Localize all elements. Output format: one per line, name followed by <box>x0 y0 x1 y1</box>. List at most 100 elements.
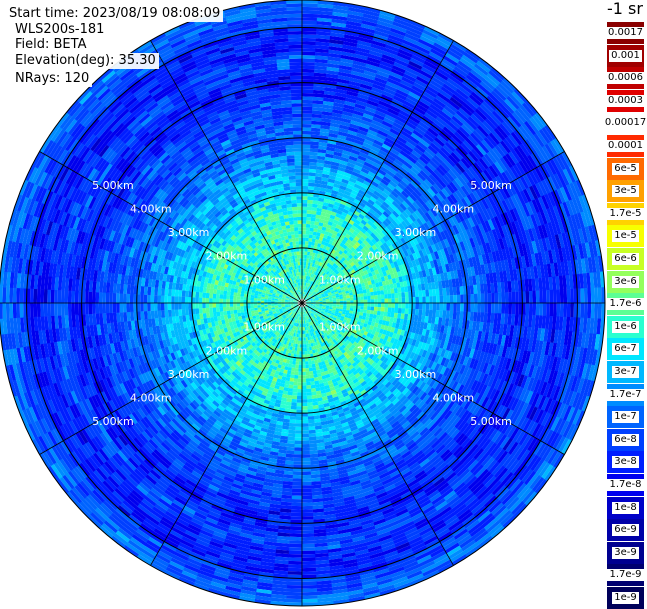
beta-cell <box>288 235 292 239</box>
beta-cell <box>405 297 409 303</box>
beta-cell <box>440 296 444 304</box>
beta-cell <box>297 389 302 393</box>
beta-cell <box>287 437 295 441</box>
beta-cell <box>289 221 294 225</box>
beta-cell <box>388 303 392 308</box>
beta-cell <box>374 303 378 307</box>
beta-cell <box>237 300 241 303</box>
beta-cell <box>297 386 302 390</box>
beta-cell <box>295 172 302 176</box>
beta-cell <box>398 308 402 313</box>
beta-cell <box>350 303 354 306</box>
beta-cell <box>313 370 317 374</box>
beta-cell <box>164 310 168 318</box>
beta-cell <box>312 200 318 204</box>
beta-cell <box>291 402 297 406</box>
beta-cell <box>380 311 384 316</box>
beta-cell <box>307 402 313 406</box>
beta-cell <box>203 287 207 293</box>
beta-cell <box>432 310 436 317</box>
beta-cell <box>302 186 308 190</box>
beta-cell <box>363 289 367 293</box>
beta-cell <box>254 305 258 308</box>
beta-cell <box>295 368 299 372</box>
beta-cell <box>237 296 241 300</box>
beta-cell <box>302 399 307 403</box>
beta-cell <box>240 309 244 313</box>
beta-cell <box>199 303 203 309</box>
beta-cell <box>394 288 398 293</box>
beta-cell <box>295 165 302 169</box>
beta-cell <box>168 310 172 317</box>
beta-cell <box>419 297 423 303</box>
beta-cell <box>223 311 227 316</box>
beta-cell <box>292 207 297 211</box>
beta-cell <box>309 437 317 441</box>
beta-cell <box>305 365 309 369</box>
beta-cell <box>206 288 210 293</box>
beta-cell <box>206 313 210 318</box>
beta-cell <box>307 203 312 207</box>
beta-cell <box>209 308 213 313</box>
beta-cell <box>302 158 310 162</box>
beta-cell <box>302 220 306 224</box>
beta-cell <box>415 297 419 303</box>
beta-cell <box>308 416 314 420</box>
beta-cell <box>377 311 381 316</box>
beta-cell <box>429 310 433 317</box>
beta-cell <box>298 372 302 376</box>
beta-cell <box>308 419 315 423</box>
beta-cell <box>388 308 392 313</box>
beta-cell <box>233 303 237 307</box>
beta-cell <box>367 296 371 300</box>
beta-cell <box>374 307 378 311</box>
beta-cell <box>302 182 308 186</box>
beta-cell <box>307 395 312 399</box>
beta-cell <box>311 388 316 392</box>
beta-cell <box>402 298 406 304</box>
beta-cell <box>426 296 430 303</box>
beta-cell <box>171 303 175 310</box>
beta-cell <box>302 420 308 424</box>
beta-cell <box>295 162 303 166</box>
beta-cell <box>308 179 315 183</box>
beta-cell <box>381 303 385 307</box>
beta-cell <box>388 294 392 299</box>
beta-cell <box>213 312 217 317</box>
beta-cell <box>296 179 303 183</box>
beta-cell <box>340 299 344 301</box>
beta-cell <box>395 298 399 303</box>
beta-cell <box>288 214 293 218</box>
beta-cell <box>299 241 302 245</box>
beta-cell <box>230 310 234 314</box>
beta-cell <box>240 303 244 306</box>
beta-cell <box>350 306 354 309</box>
beta-cell <box>287 440 295 444</box>
beta-cell <box>370 310 374 314</box>
beta-cell <box>308 176 315 180</box>
beta-cell <box>261 305 265 307</box>
beta-cell <box>293 389 298 393</box>
beta-cell <box>298 379 302 383</box>
beta-cell <box>213 294 217 299</box>
beta-cell <box>295 238 299 242</box>
beta-cell <box>291 406 297 410</box>
beta-cell <box>168 296 172 303</box>
beta-cell <box>206 293 210 298</box>
beta-cell <box>302 444 310 448</box>
beta-cell <box>370 307 374 311</box>
beta-cell <box>295 361 298 365</box>
beta-cell <box>287 211 292 215</box>
beta-cell <box>442 310 446 318</box>
beta-cell <box>302 172 309 176</box>
beta-cell <box>293 217 298 221</box>
beta-cell <box>257 298 261 301</box>
beta-cell <box>294 224 298 228</box>
beta-cell <box>310 224 315 228</box>
beta-cell <box>405 292 409 298</box>
beta-cell <box>288 385 293 389</box>
beta-cell <box>219 307 223 312</box>
beta-cell <box>206 303 210 308</box>
beta-cell <box>230 307 234 311</box>
beta-cell <box>418 290 422 297</box>
